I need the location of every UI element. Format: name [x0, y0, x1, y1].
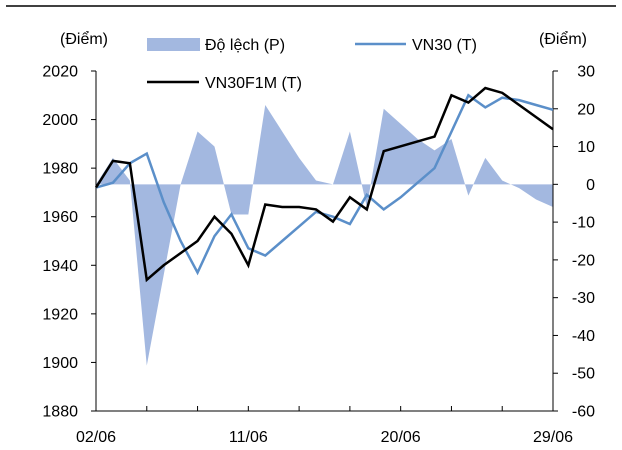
right-tick-label: -10	[572, 215, 595, 232]
legend-label-deviation: Độ lệch (P)	[205, 37, 285, 54]
line-layer	[94, 86, 554, 283]
legend-label-vn30f1m: VN30F1M (T)	[205, 75, 302, 92]
left-tick-label: 2020	[42, 64, 78, 81]
left-tick-label: 1880	[42, 404, 78, 421]
right-tick-label: -40	[572, 328, 595, 345]
left-axis-title: (Điểm)	[60, 30, 108, 48]
right-tick-label: 0	[586, 177, 595, 194]
x-tick-label: 20/06	[381, 429, 421, 446]
right-tick-label: 10	[577, 139, 595, 156]
legend-swatch-deviation	[147, 38, 200, 51]
legend: Độ lệch (P) VN30 (T) VN30F1M (T)	[147, 37, 477, 92]
left-tick-label: 1900	[42, 355, 78, 372]
deviation-area-layer	[96, 105, 553, 366]
right-tick-label: -30	[572, 290, 595, 307]
legend-label-vn30: VN30 (T)	[412, 37, 477, 54]
deviation-area	[96, 105, 553, 366]
left-tick-label: 1940	[42, 258, 78, 275]
left-tick-label: 1980	[42, 161, 78, 178]
left-tick-label: 1920	[42, 306, 78, 323]
right-tick-label: 30	[577, 64, 595, 81]
right-tick-label: -20	[572, 252, 595, 269]
left-tick-label: 2000	[42, 112, 78, 129]
right-tick-label: -60	[572, 404, 595, 421]
x-tick-label: 29/06	[533, 429, 573, 446]
right-tick-label: 20	[577, 101, 595, 118]
left-tick-label: 1960	[42, 209, 78, 226]
x-tick-label: 11/06	[229, 429, 268, 446]
vn30f1m-line	[94, 86, 554, 283]
right-tick-label: -50	[572, 366, 595, 383]
axes: 1880 1900 1920 1940 1960 1980 2000 2020 -60 -50 -4…	[42, 64, 595, 447]
right-axis-title: (Điểm)	[539, 30, 587, 48]
x-tick-label: 02/06	[76, 429, 116, 446]
